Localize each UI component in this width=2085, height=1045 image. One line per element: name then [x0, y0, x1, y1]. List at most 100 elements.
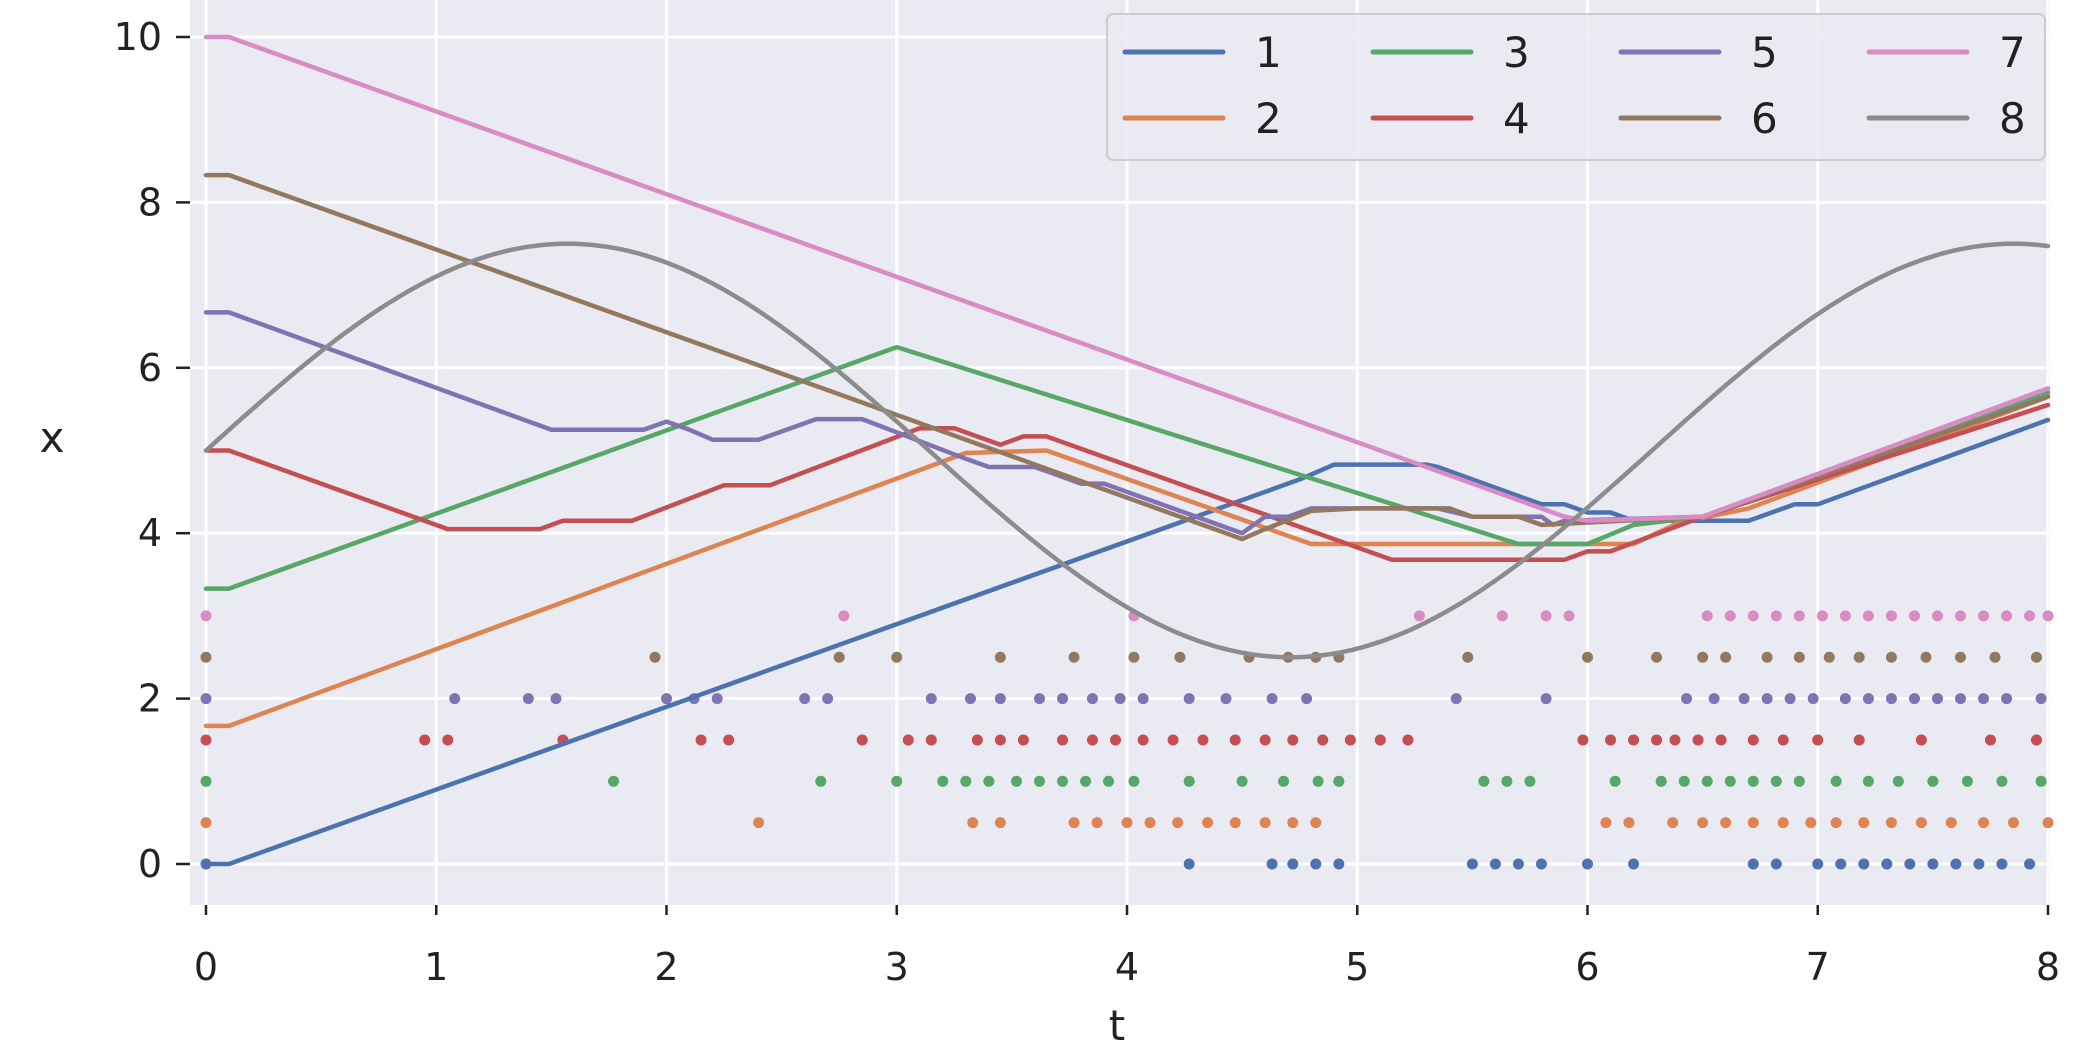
event-dot-s7-10 — [1770, 610, 1782, 622]
event-dot-s3-12 — [1128, 775, 1140, 787]
x-tick-label-1: 1 — [424, 945, 448, 989]
event-dot-s2-20 — [1777, 817, 1789, 829]
event-dot-s6-18 — [1793, 651, 1805, 663]
event-dot-s1-18 — [1904, 858, 1916, 870]
event-dot-s6-5 — [1068, 651, 1080, 663]
event-dot-s2-28 — [2007, 817, 2019, 829]
event-dot-s5-19 — [1266, 693, 1278, 705]
event-dot-s5-12 — [1034, 693, 1046, 705]
event-dot-s3-8 — [1034, 775, 1046, 787]
legend-label-4: 4 — [1503, 94, 1530, 143]
event-dot-s5-32 — [1908, 693, 1920, 705]
event-dot-s1-6 — [1466, 858, 1478, 870]
event-dot-s2-25 — [1915, 817, 1927, 829]
event-dot-s1-23 — [2024, 858, 2036, 870]
x-axis-ticks: 0 1 2 3 4 5 6 7 8 — [194, 905, 2060, 989]
event-dot-s5-14 — [1086, 693, 1098, 705]
event-dot-s1-8 — [1512, 858, 1524, 870]
event-dot-s4-9 — [971, 734, 983, 746]
event-dot-s3-0 — [200, 775, 212, 787]
event-dot-s2-1 — [753, 817, 765, 829]
event-dot-s5-6 — [711, 693, 723, 705]
event-dot-s3-35 — [2035, 775, 2047, 787]
y-tick-label-3: 6 — [138, 346, 162, 390]
event-dot-s5-16 — [1137, 693, 1149, 705]
event-dot-s7-8 — [1724, 610, 1736, 622]
event-dot-s7-7 — [1701, 610, 1713, 622]
event-dot-s4-28 — [1651, 734, 1663, 746]
event-dot-s4-21 — [1317, 734, 1329, 746]
event-dot-s4-5 — [723, 734, 735, 746]
event-dot-s3-11 — [1103, 775, 1115, 787]
event-dot-s2-2 — [967, 817, 979, 829]
event-dot-s4-0 — [200, 734, 212, 746]
event-dot-s1-14 — [1812, 858, 1824, 870]
event-dot-s3-19 — [1501, 775, 1513, 787]
event-dot-s3-18 — [1478, 775, 1490, 787]
event-dot-s5-22 — [1540, 693, 1552, 705]
event-dot-s2-22 — [1830, 817, 1842, 829]
series-line-2 — [203, 394, 2051, 729]
legend-label-7: 7 — [1999, 28, 2026, 77]
event-dot-s7-22 — [2042, 610, 2054, 622]
event-dot-s4-12 — [1057, 734, 1069, 746]
event-dot-s1-12 — [1747, 858, 1759, 870]
event-dot-s5-3 — [550, 693, 562, 705]
event-dot-s7-6 — [1563, 610, 1575, 622]
event-dot-s2-13 — [1310, 817, 1322, 829]
event-dot-s5-27 — [1784, 693, 1796, 705]
event-dot-s4-23 — [1374, 734, 1386, 746]
legend-label-5: 5 — [1751, 28, 1778, 77]
event-dot-s1-22 — [1996, 858, 2008, 870]
event-dot-s3-30 — [1862, 775, 1874, 787]
event-dot-s7-5 — [1540, 610, 1552, 622]
event-dot-s2-17 — [1697, 817, 1709, 829]
event-dot-s6-19 — [1823, 651, 1835, 663]
event-dot-s5-1 — [449, 693, 461, 705]
event-dot-s1-13 — [1770, 858, 1782, 870]
event-dot-s4-18 — [1229, 734, 1241, 746]
event-dot-s4-38 — [2030, 734, 2042, 746]
legend-label-8: 8 — [1999, 94, 2026, 143]
event-dot-s5-26 — [1761, 693, 1773, 705]
y-tick-label-4: 8 — [138, 180, 162, 224]
event-dot-s3-22 — [1655, 775, 1667, 787]
event-dot-s1-1 — [1183, 858, 1195, 870]
event-dot-s1-9 — [1535, 858, 1547, 870]
event-dot-s4-1 — [419, 734, 431, 746]
event-dot-s4-13 — [1086, 734, 1098, 746]
event-dot-s7-12 — [1816, 610, 1828, 622]
event-dot-s4-34 — [1812, 734, 1824, 746]
event-dot-s4-29 — [1669, 734, 1681, 746]
x-axis-label: t — [1109, 1001, 1125, 1045]
event-dot-s6-23 — [1955, 651, 1967, 663]
event-dot-s5-21 — [1450, 693, 1462, 705]
event-dot-s5-9 — [925, 693, 937, 705]
event-dot-s2-18 — [1720, 817, 1732, 829]
event-dot-s1-10 — [1582, 858, 1593, 870]
event-dot-s2-29 — [2042, 817, 2054, 829]
series-line-8 — [203, 241, 2051, 660]
event-dot-s3-23 — [1678, 775, 1690, 787]
event-dot-s2-7 — [1144, 817, 1156, 829]
event-dot-s2-21 — [1805, 817, 1817, 829]
event-dot-s5-0 — [200, 693, 212, 705]
event-dot-s5-33 — [1931, 693, 1943, 705]
event-dot-s3-33 — [1961, 775, 1973, 787]
event-dot-s6-22 — [1920, 651, 1932, 663]
event-dot-s5-11 — [994, 693, 1006, 705]
legend-label-2: 2 — [1255, 94, 1282, 143]
event-dot-s5-30 — [1862, 693, 1874, 705]
event-dot-s5-34 — [1955, 693, 1967, 705]
event-dot-s5-2 — [522, 693, 534, 705]
event-dot-s7-4 — [1496, 610, 1508, 622]
event-dot-s2-12 — [1287, 817, 1299, 829]
event-dot-s1-7 — [1489, 858, 1501, 870]
event-dot-s1-3 — [1287, 858, 1299, 870]
event-dot-s2-26 — [1945, 817, 1957, 829]
event-dot-s3-26 — [1747, 775, 1759, 787]
event-dot-s3-25 — [1724, 775, 1736, 787]
x-tick-label-3: 3 — [885, 945, 909, 989]
event-dot-s2-8 — [1172, 817, 1184, 829]
x-tick-label-8: 8 — [2036, 945, 2060, 989]
